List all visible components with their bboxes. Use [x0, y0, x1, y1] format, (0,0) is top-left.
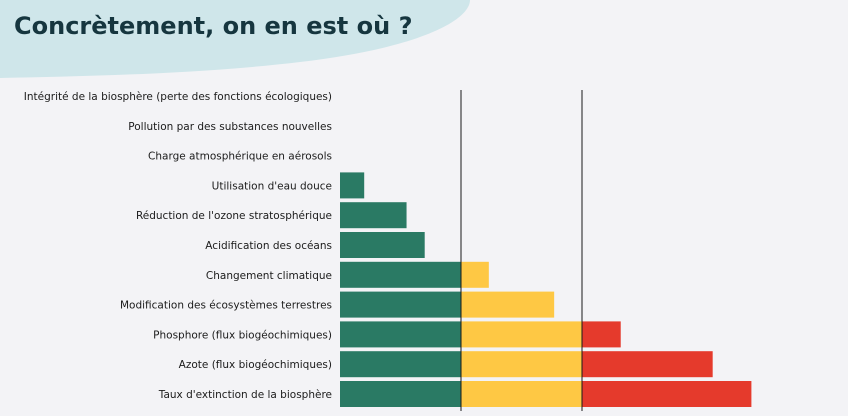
bar-segment-0: [340, 202, 407, 229]
bar-segment-1: [461, 351, 582, 378]
category-label: Azote (flux biogéochimiques): [179, 359, 332, 371]
bar-segment-0: [340, 172, 365, 199]
bar-segment-0: [340, 381, 461, 407]
reference-lines-group: [460, 90, 583, 411]
category-labels-group: Intégrité de la biosphère (perte des fon…: [24, 91, 332, 401]
category-label: Charge atmosphérique en aérosols: [148, 151, 332, 163]
page-title: Concrètement, on en est où ?: [14, 12, 413, 40]
category-label: Modification des écosystèmes terrestres: [120, 300, 332, 312]
bar-segment-2: [582, 321, 621, 348]
bar-segment-2: [582, 351, 713, 378]
category-label: Taux d'extinction de la biosphère: [158, 389, 332, 401]
category-label: Changement climatique: [206, 270, 332, 282]
bar-segment-0: [340, 351, 461, 378]
category-label: Utilisation d'eau douce: [212, 180, 332, 192]
bar-segment-1: [461, 321, 582, 348]
category-label: Intégrité de la biosphère (perte des fon…: [24, 91, 332, 103]
bar-segment-1: [461, 381, 582, 407]
bar-segment-1: [461, 291, 555, 318]
bar-segment-0: [340, 291, 461, 318]
bar-segment-0: [340, 232, 425, 258]
bars-group: [340, 172, 752, 407]
bar-segment-2: [582, 381, 752, 407]
bar-segment-0: [340, 261, 461, 288]
bar-segment-0: [340, 321, 461, 348]
header-wave-shape: [0, 0, 470, 78]
category-label: Réduction de l'ozone stratosphérique: [136, 210, 332, 222]
bar-segment-1: [461, 261, 489, 288]
category-label: Pollution par des substances nouvelles: [128, 121, 332, 133]
category-label: Acidification des océans: [205, 240, 332, 252]
category-label: Phosphore (flux biogéochimiques): [153, 329, 332, 341]
